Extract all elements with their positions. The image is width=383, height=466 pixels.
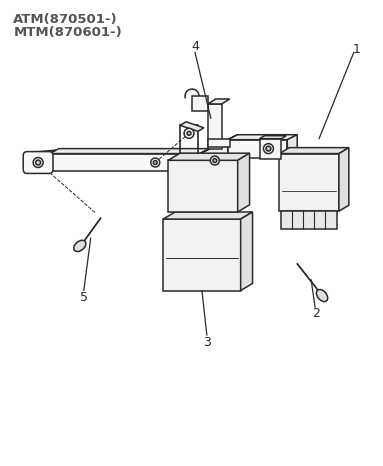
Text: 4: 4 xyxy=(191,40,199,53)
Polygon shape xyxy=(163,219,241,291)
Polygon shape xyxy=(228,135,297,140)
Circle shape xyxy=(33,158,43,167)
Polygon shape xyxy=(260,136,286,139)
Text: 1: 1 xyxy=(353,43,361,56)
Polygon shape xyxy=(238,153,250,212)
Polygon shape xyxy=(279,148,349,154)
Polygon shape xyxy=(163,212,252,219)
Polygon shape xyxy=(228,140,287,158)
Circle shape xyxy=(153,160,157,164)
Polygon shape xyxy=(208,104,222,149)
Polygon shape xyxy=(192,96,208,111)
Text: 5: 5 xyxy=(80,291,88,304)
Text: 3: 3 xyxy=(203,336,211,349)
Circle shape xyxy=(36,160,41,165)
Polygon shape xyxy=(208,139,230,147)
Polygon shape xyxy=(279,154,339,211)
Polygon shape xyxy=(200,140,228,171)
Polygon shape xyxy=(180,122,204,131)
Polygon shape xyxy=(168,160,238,212)
Text: ATM(870501-): ATM(870501-) xyxy=(13,13,118,26)
Polygon shape xyxy=(282,211,337,229)
Circle shape xyxy=(151,158,160,167)
Polygon shape xyxy=(241,212,252,291)
FancyBboxPatch shape xyxy=(23,151,53,173)
Circle shape xyxy=(210,156,219,165)
Text: 2: 2 xyxy=(312,307,320,320)
Circle shape xyxy=(213,158,217,163)
Circle shape xyxy=(187,131,191,135)
Circle shape xyxy=(264,144,273,154)
Polygon shape xyxy=(49,149,210,154)
Text: MTM(870601-): MTM(870601-) xyxy=(13,26,122,39)
Polygon shape xyxy=(260,139,282,158)
Ellipse shape xyxy=(74,240,86,252)
Circle shape xyxy=(184,128,194,138)
Polygon shape xyxy=(49,154,200,171)
Circle shape xyxy=(266,146,271,151)
Polygon shape xyxy=(339,148,349,211)
Polygon shape xyxy=(208,99,230,104)
Polygon shape xyxy=(27,150,56,156)
Polygon shape xyxy=(200,135,238,154)
Polygon shape xyxy=(168,153,250,160)
Polygon shape xyxy=(287,135,297,158)
Ellipse shape xyxy=(316,289,328,302)
